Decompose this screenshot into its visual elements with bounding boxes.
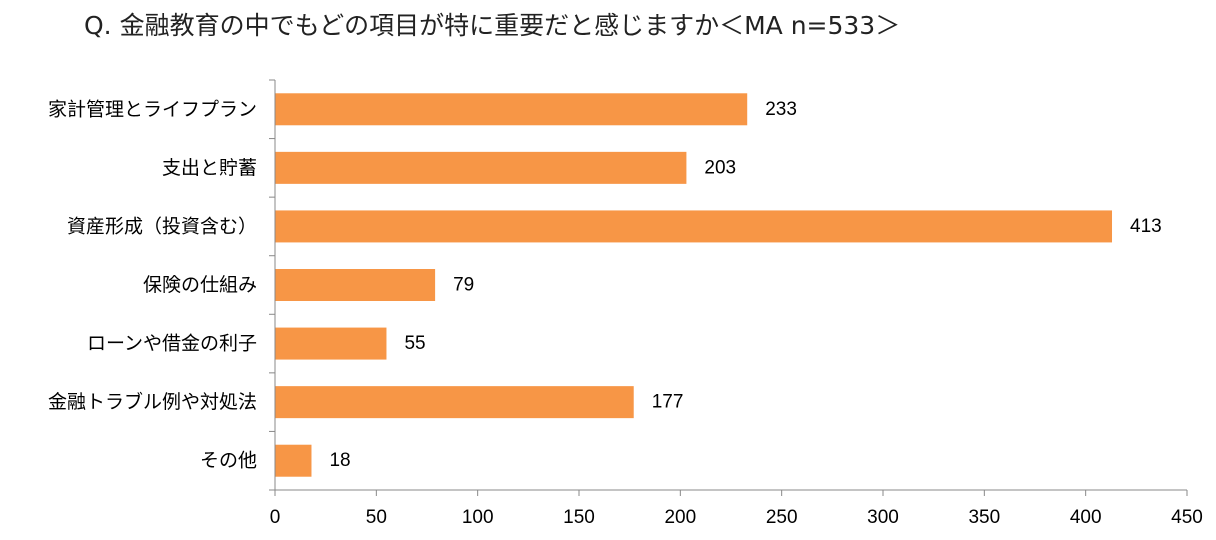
bar [275,151,687,184]
x-tick-label: 400 [1070,507,1102,528]
data-label: 413 [1130,216,1162,237]
category-label: 支出と貯蓄 [162,157,257,179]
chart-title: Q. 金融教育の中でもどの項目が特に重要だと感じますか＜MA n=533＞ [84,11,901,40]
x-tick-label: 150 [563,507,595,528]
bar [275,444,312,477]
x-tick-label: 100 [462,507,494,528]
category-label: 資産形成（投資含む） [67,215,257,237]
data-label: 233 [765,99,797,120]
x-tick-label: 350 [968,507,1000,528]
x-tick-label: 0 [270,507,281,528]
x-tick-label: 450 [1171,507,1203,528]
category-label: ローンや借金の利子 [87,333,257,355]
data-label: 203 [704,157,736,178]
axes-group [269,79,1188,496]
labels-group: 家計管理とライフプラン 233 支出と貯蓄 203 資産形成（投資含む） 413 保険の仕組… [48,98,1203,528]
bar [275,93,748,126]
x-tick-label: 300 [867,507,899,528]
data-label: 55 [404,333,425,354]
data-label: 18 [329,450,350,471]
x-tick-label: 250 [766,507,798,528]
bars-group [275,93,1113,477]
x-tick-label: 200 [664,507,696,528]
category-label: 金融トラブル例や対処法 [48,390,257,413]
bar [275,269,436,301]
data-label: 79 [453,275,474,296]
x-tick-label: 50 [366,507,387,528]
category-label: その他 [200,450,257,472]
category-label: 家計管理とライフプラン [48,98,257,120]
bar [275,327,387,360]
category-label: 保険の仕組み [143,274,257,296]
bar [275,386,634,419]
data-label: 177 [652,392,684,413]
bar [275,210,1113,243]
